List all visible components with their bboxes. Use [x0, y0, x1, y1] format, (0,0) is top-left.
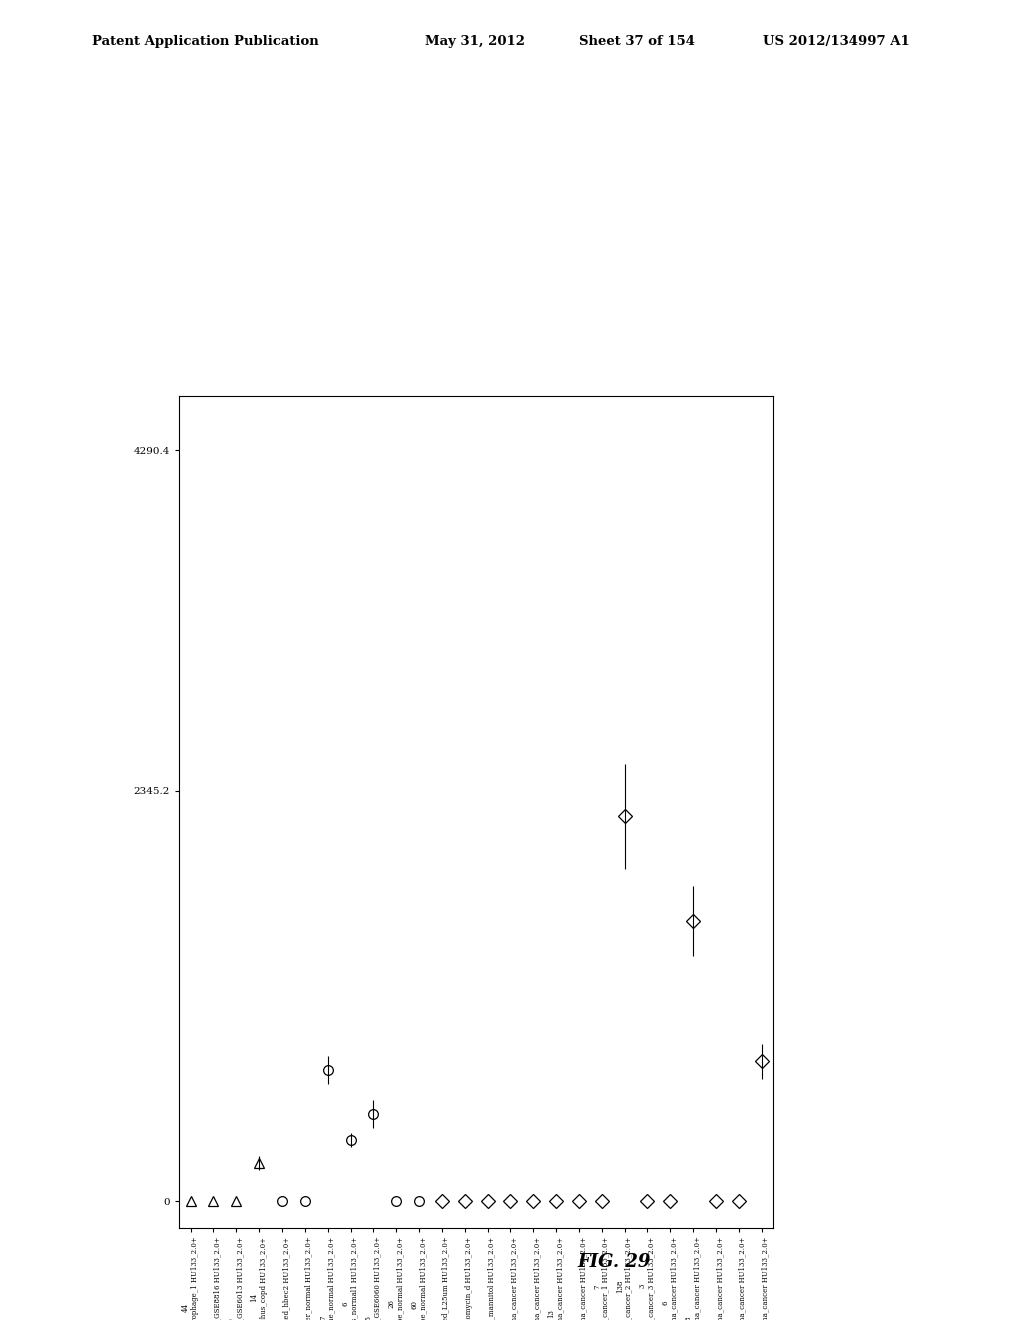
- Text: FIG. 29: FIG. 29: [578, 1253, 651, 1271]
- Text: May 31, 2012: May 31, 2012: [425, 34, 525, 48]
- Text: Patent Application Publication: Patent Application Publication: [92, 34, 318, 48]
- Text: Sheet 37 of 154: Sheet 37 of 154: [579, 34, 694, 48]
- Text: US 2012/134997 A1: US 2012/134997 A1: [763, 34, 909, 48]
